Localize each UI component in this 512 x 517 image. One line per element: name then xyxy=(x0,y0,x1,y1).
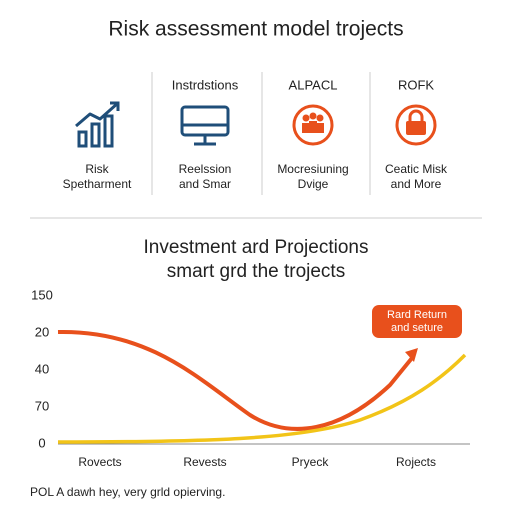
callout-text: Rard Return xyxy=(387,309,447,321)
feature-caption: and Smar xyxy=(179,177,231,191)
feature-caption: Spetharment xyxy=(63,177,132,191)
feature-caption: Risk xyxy=(85,162,109,176)
icon-growth xyxy=(75,101,120,148)
curve-yellow xyxy=(57,353,467,444)
y-label: 0 xyxy=(38,435,45,450)
feature-caption: Mocresiuning xyxy=(277,162,348,176)
feature-caption: Ceatic Misk xyxy=(385,162,448,176)
chart-labels: 150 20 40 70 0 Rovects Revests Pryeck Rojects Rar… xyxy=(31,287,447,469)
y-label: 40 xyxy=(35,361,49,376)
callout xyxy=(372,305,462,338)
title: Risk assessment model trojects xyxy=(108,18,403,41)
chart-subtitle: smart grd the trojects xyxy=(167,261,345,282)
x-label: Rojects xyxy=(396,455,436,469)
y-label: 20 xyxy=(35,324,49,339)
arrow-head xyxy=(405,348,418,362)
feature-heading: ALPACL xyxy=(289,77,338,92)
icon-monitor xyxy=(180,105,230,146)
callout-text: and seture xyxy=(391,322,443,334)
feature-heading: ROFK xyxy=(398,77,434,92)
x-label: Pryeck xyxy=(292,455,330,469)
features: RiskSpetharmentInstrdstionsReelssionand … xyxy=(63,77,448,191)
y-label: 70 xyxy=(35,398,49,413)
icon-team xyxy=(292,104,334,146)
chart-title: Investment ard Projections xyxy=(144,237,369,258)
feature-caption: Dvige xyxy=(298,177,329,191)
icon-lock xyxy=(395,104,437,146)
feature-caption: Reelssion xyxy=(179,162,232,176)
y-label: 150 xyxy=(31,287,53,302)
footnote: POL A dawh hey, very grld opierving. xyxy=(30,485,225,499)
dividers xyxy=(30,72,482,219)
feature-caption: and More xyxy=(391,177,442,191)
curve-red xyxy=(57,329,414,431)
x-label: Revests xyxy=(183,455,226,469)
x-label: Rovects xyxy=(78,455,121,469)
feature-heading: Instrdstions xyxy=(172,77,239,92)
